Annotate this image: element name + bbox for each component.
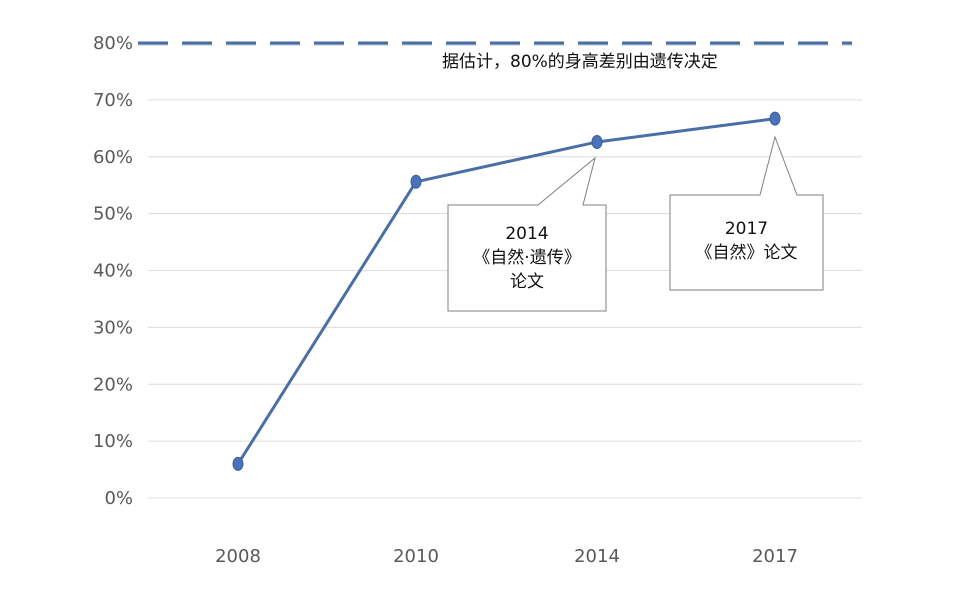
x-tick-label: 2010 xyxy=(393,546,439,567)
data-point xyxy=(232,456,244,471)
annotation-2014-line: 2014 xyxy=(505,224,549,244)
annotation-2014: 2014 《自然·遗传》 论文 xyxy=(448,222,606,294)
callout-box-2017 xyxy=(669,135,824,291)
y-tick-label: 40% xyxy=(93,261,133,282)
annotation-2017-line: 《自然》论文 xyxy=(695,243,798,263)
reference-line-label: 据估计，80%的身高差别由遗传决定 xyxy=(442,52,718,72)
y-tick-label: 30% xyxy=(93,317,133,338)
y-tick-label: 0% xyxy=(104,488,133,509)
y-tick-label: 50% xyxy=(93,204,133,225)
data-point xyxy=(410,174,422,189)
annotation-2014-line: 论文 xyxy=(510,272,544,292)
y-tick-label: 70% xyxy=(93,90,133,111)
callout-box-2014 xyxy=(447,156,607,312)
x-tick-label: 2017 xyxy=(752,546,798,567)
y-tick-label: 10% xyxy=(93,431,133,452)
annotation-2017: 2017 《自然》论文 xyxy=(670,217,823,265)
x-tick-label: 2008 xyxy=(215,546,261,567)
y-tick-label: 20% xyxy=(93,374,133,395)
y-tick-label: 60% xyxy=(93,147,133,168)
data-point xyxy=(591,134,603,149)
y-tick-label: 80% xyxy=(93,33,133,54)
data-point xyxy=(769,111,781,126)
annotation-2014-line: 《自然·遗传》 xyxy=(473,248,581,268)
annotation-2017-line: 2017 xyxy=(724,219,769,239)
x-tick-label: 2014 xyxy=(574,546,620,567)
series-line xyxy=(236,117,776,465)
